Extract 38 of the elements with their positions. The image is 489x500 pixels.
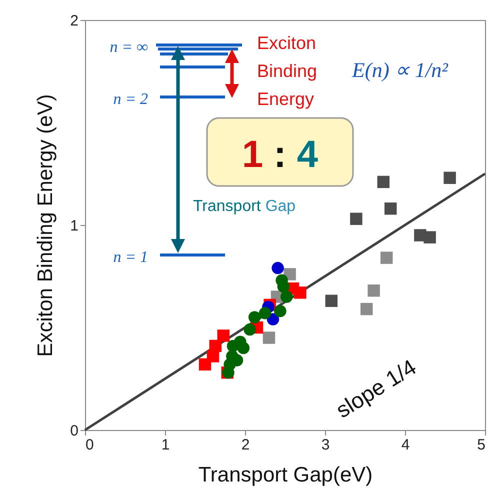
point xyxy=(217,330,230,342)
point xyxy=(377,176,390,188)
point xyxy=(280,290,293,303)
point xyxy=(274,304,286,318)
x-tick-label: 0 xyxy=(86,436,94,454)
annotation: Transport Gap xyxy=(193,198,296,215)
y-axis-title: Exciton Binding Energy (eV) xyxy=(34,94,58,357)
x-axis-title: Transport Gap(eV) xyxy=(198,464,373,486)
annotation: n = 1 xyxy=(113,249,148,266)
point xyxy=(360,302,373,316)
y-tick-label: 2 xyxy=(70,12,78,30)
point xyxy=(350,212,362,225)
annotation: n = 2 xyxy=(113,91,148,108)
x-tick-label: 1 xyxy=(161,436,170,454)
point xyxy=(272,262,284,274)
x-tick-label: 3 xyxy=(321,436,330,454)
y-tick-label: 1 xyxy=(70,218,78,234)
point xyxy=(262,332,276,344)
annotation: n = ∞ xyxy=(110,39,148,56)
point xyxy=(244,323,256,336)
x-tick-label: 2 xyxy=(241,436,250,454)
point xyxy=(424,231,436,244)
point xyxy=(198,358,212,371)
point xyxy=(325,294,338,307)
x-tick-label: 4 xyxy=(401,436,410,454)
annotation: E(n) ∝ 1/n² xyxy=(351,58,449,82)
point xyxy=(368,284,380,297)
x-tick-label: 5 xyxy=(477,436,486,454)
annotation: 1 : 4 xyxy=(242,134,318,176)
point xyxy=(380,252,393,264)
point xyxy=(237,342,250,354)
point xyxy=(444,172,456,184)
annotation: slope 1/4 xyxy=(332,354,421,423)
point xyxy=(258,307,272,320)
y-tick-label: 0 xyxy=(70,422,78,440)
annotation: Exciton Binding Energy xyxy=(257,33,318,109)
point xyxy=(248,311,261,324)
point xyxy=(384,202,397,215)
